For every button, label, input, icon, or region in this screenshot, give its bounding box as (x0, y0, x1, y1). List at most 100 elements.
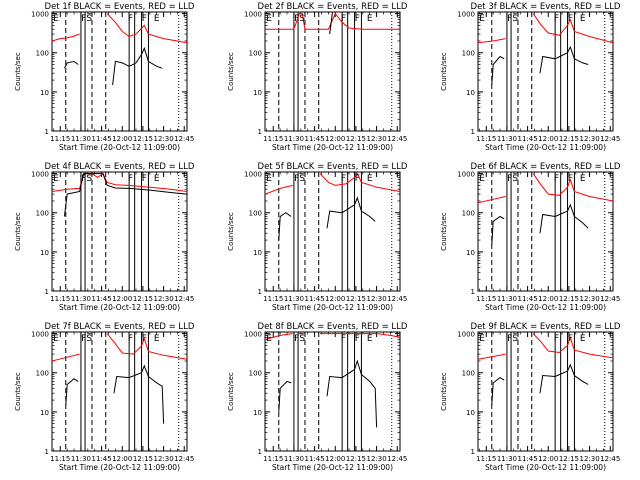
y-axis-label: Counts/sec (440, 372, 448, 411)
detector-panel-9: Det 9f BLACK = Events, RED = LLD 1 10 100 10… (440, 322, 621, 472)
x-tick-label: 11:30 (284, 455, 304, 463)
lld-line (106, 13, 187, 44)
panel-title: Det 3f BLACK = Events, RED = LLD (471, 2, 621, 12)
plot-frame (264, 11, 401, 132)
y-tick-label: 1 (45, 288, 49, 296)
x-tick-label: 12:45 (387, 135, 407, 143)
interval-letter: S (299, 14, 305, 24)
interval-letter: S (299, 334, 305, 344)
events-line (326, 359, 378, 428)
plot-frame (477, 331, 614, 452)
x-tick-label: 12:45 (600, 295, 620, 303)
y-tick-label: 1000 (244, 331, 262, 339)
plot-frame (264, 331, 401, 452)
panel-title: Det 9f BLACK = Events, RED = LLD (471, 322, 621, 332)
x-tick-label: 11:30 (284, 135, 304, 143)
interval-letter: F (554, 174, 559, 184)
data-area (265, 172, 400, 291)
y-tick-label: 1000 (244, 11, 262, 19)
lld-line (532, 173, 613, 202)
y-tick-label: 1 (258, 448, 262, 456)
lld-line (319, 172, 400, 192)
interval-letter: F (81, 14, 86, 24)
interval-letter: E (479, 174, 485, 184)
y-axis-label: Counts/sec (227, 372, 235, 411)
interval-letter: E (266, 174, 272, 184)
x-tick-label: 12:30 (579, 295, 599, 303)
y-tick-label: 1000 (457, 171, 475, 179)
interval-letter: S (512, 334, 518, 344)
interval-letter: S (86, 14, 92, 24)
interval-letter: S (86, 174, 92, 184)
x-tick-label: 11:45 (517, 295, 537, 303)
x-tick-label: 11:45 (304, 455, 324, 463)
y-tick-label: 1000 (457, 11, 475, 19)
data-area (52, 172, 187, 291)
x-tick-label: 11:30 (497, 295, 517, 303)
plot-frame (264, 171, 401, 292)
interval-letter: F (355, 334, 360, 344)
x-axis-title: Start Time (20-Oct-12 11:09:00) (485, 143, 606, 152)
x-tick-label: 12:45 (174, 455, 194, 463)
x-tick-label: 11:15 (263, 295, 283, 303)
interval-letter: E (367, 14, 373, 24)
events-line (539, 45, 589, 74)
y-tick-label: 10 (466, 89, 475, 97)
x-tick-label: 12:45 (174, 295, 194, 303)
x-axis-title: Start Time (20-Oct-12 11:09:00) (59, 463, 180, 472)
panel-title: Det 4f BLACK = Events, RED = LLD (45, 162, 195, 172)
data-area (478, 172, 613, 291)
x-tick-label: 12:30 (153, 295, 173, 303)
interval-letter: F (554, 14, 559, 24)
data-area (478, 12, 613, 131)
interval-letter: F (341, 14, 346, 24)
x-tick-label: 11:15 (50, 455, 70, 463)
plot-frame (477, 11, 614, 132)
detector-panel-7: Det 7f BLACK = Events, RED = LLD 1 10 100 10… (14, 322, 195, 472)
lld-line (478, 196, 506, 204)
x-tick-label: 12:00 (538, 135, 558, 143)
y-axis-label: Counts/sec (227, 212, 235, 251)
x-tick-label: 11:15 (50, 295, 70, 303)
x-tick-label: 11:15 (50, 135, 70, 143)
y-tick-label: 10 (466, 409, 475, 417)
lld-line (265, 184, 293, 195)
x-tick-label: 11:30 (71, 135, 91, 143)
data-area (265, 12, 400, 131)
x-tick-label: 12:00 (112, 135, 132, 143)
lld-line (478, 353, 506, 360)
x-tick-label: 12:00 (325, 455, 345, 463)
x-axis-title: Start Time (20-Oct-12 11:09:00) (59, 143, 180, 152)
x-axis-title: Start Time (20-Oct-12 11:09:00) (485, 303, 606, 312)
events-line (113, 364, 165, 424)
y-tick-label: 1 (471, 288, 475, 296)
y-tick-label: 1000 (31, 11, 49, 19)
events-line (491, 215, 505, 246)
interval-letter: E (266, 14, 272, 24)
y-tick-label: 100 (249, 370, 262, 378)
interval-letter: F (81, 334, 86, 344)
y-tick-label: 10 (40, 249, 49, 257)
interval-letter: F (294, 14, 299, 24)
interval-letter: F (554, 334, 559, 344)
interval-letter: F (142, 14, 147, 24)
lld-line (478, 38, 506, 44)
interval-letter: S (512, 14, 518, 24)
x-tick-label: 11:45 (91, 135, 111, 143)
detector-panel-2: Det 2f BLACK = Events, RED = LLD 1 10 100 10… (227, 2, 408, 152)
x-tick-label: 11:15 (476, 455, 496, 463)
y-tick-label: 1 (45, 448, 49, 456)
interval-letter: F (142, 174, 147, 184)
x-tick-label: 11:45 (517, 135, 537, 143)
x-axis-title: Start Time (20-Oct-12 11:09:00) (272, 463, 393, 472)
interval-letter: F (568, 174, 573, 184)
interval-letter: S (512, 174, 518, 184)
y-tick-label: 100 (36, 370, 49, 378)
x-tick-label: 12:00 (112, 295, 132, 303)
interval-letter: E (53, 334, 59, 344)
detector-panel-3: Det 3f BLACK = Events, RED = LLD 1 10 100 10… (440, 2, 621, 152)
y-tick-label: 100 (249, 50, 262, 58)
plot-frame (477, 171, 614, 292)
y-tick-label: 1000 (457, 331, 475, 339)
